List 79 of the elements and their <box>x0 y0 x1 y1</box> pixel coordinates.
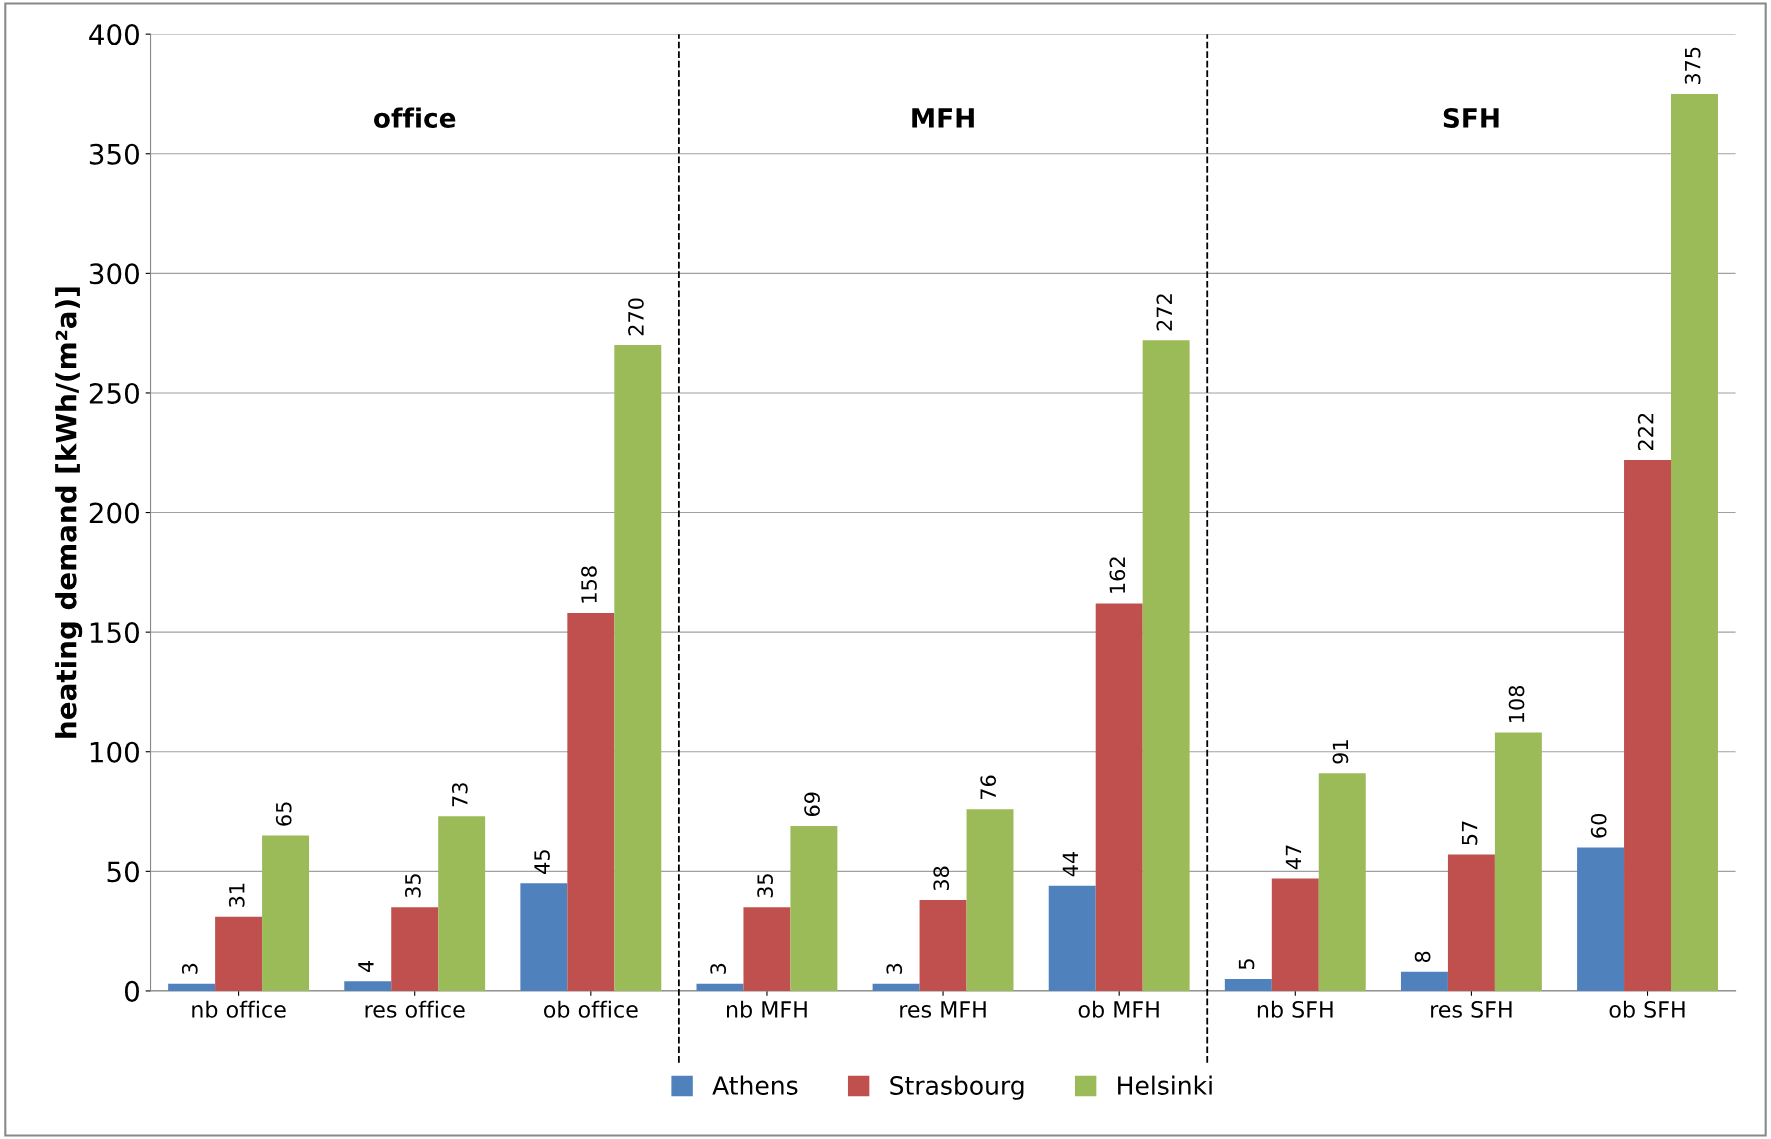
data-label: 60 <box>1590 813 1607 838</box>
legend-label: Helsinki <box>1118 1075 1212 1095</box>
data-label: 3 <box>886 963 903 974</box>
bar <box>966 809 1014 991</box>
x-tick-label: nb MFH <box>727 1000 807 1018</box>
data-label: 8 <box>1414 951 1431 963</box>
data-label: 3 <box>710 963 727 974</box>
data-label: 35 <box>405 874 421 898</box>
data-label: 222 <box>1637 413 1654 451</box>
bar <box>1577 847 1625 991</box>
x-tick-label: nb office <box>192 1000 286 1018</box>
y-tick-label: 400 <box>89 24 139 46</box>
bar <box>1447 854 1495 991</box>
data-label: 4 <box>358 960 374 973</box>
data-label: 375 <box>1684 47 1701 85</box>
data-label: 270 <box>628 298 644 336</box>
data-label: 31 <box>228 883 245 907</box>
bar <box>438 816 486 991</box>
bar <box>1095 603 1143 991</box>
y-tick-label: 0 <box>124 980 139 1002</box>
data-label: 5 <box>1238 959 1255 970</box>
bar <box>614 345 662 991</box>
x-tick-label: res office <box>365 1000 465 1018</box>
x-tick-label: nb SFH <box>1257 1000 1333 1018</box>
bar <box>1142 340 1190 991</box>
bar <box>1271 878 1319 991</box>
y-tick-label: 50 <box>107 861 139 883</box>
bar <box>1048 885 1096 991</box>
data-label: 162 <box>1109 557 1126 593</box>
bar <box>1224 978 1272 991</box>
data-label: 44 <box>1062 852 1078 877</box>
x-tick-label: res MFH <box>900 1001 986 1018</box>
bar <box>743 907 791 991</box>
y-tick-label: 300 <box>89 263 139 285</box>
bar <box>567 613 615 991</box>
legend-label: Strasbourg <box>890 1075 1024 1100</box>
bar <box>872 983 920 991</box>
data-label: 158 <box>581 566 597 603</box>
data-label: 57 <box>1461 821 1478 845</box>
bar <box>215 916 263 991</box>
data-label: 76 <box>980 775 997 800</box>
data-label: 91 <box>1332 740 1349 764</box>
y-tick-label: 100 <box>90 741 139 763</box>
y-tick-label: 150 <box>90 622 139 644</box>
bar <box>1318 773 1366 991</box>
y-tick-label: 200 <box>89 502 139 524</box>
y-axis-title: heating demand [kWh/(m²a)] <box>55 287 83 738</box>
bar <box>344 981 392 991</box>
y-tick-label: 250 <box>89 382 139 404</box>
data-label: 272 <box>1156 294 1172 331</box>
data-label: 45 <box>534 850 550 874</box>
bar <box>520 883 568 991</box>
bar <box>790 825 838 991</box>
x-tick-label: ob MFH <box>1078 1000 1159 1018</box>
bar <box>391 907 439 991</box>
legend-label: Athens <box>712 1075 798 1095</box>
annotation: MFH <box>912 108 974 128</box>
bar <box>1624 459 1671 991</box>
bar <box>1400 971 1448 991</box>
data-label: 65 <box>275 802 292 826</box>
bar <box>696 983 744 991</box>
data-label: 73 <box>451 783 468 807</box>
y-tick-label: 350 <box>89 143 139 165</box>
bar <box>262 835 310 991</box>
annotation: SFH <box>1443 107 1499 128</box>
bar <box>1671 93 1718 991</box>
data-label: 3 <box>181 963 198 974</box>
x-tick-label: res SFH <box>1431 1001 1512 1018</box>
x-tick-label: ob SFH <box>1609 1000 1685 1018</box>
data-label: 35 <box>757 874 773 898</box>
bar <box>919 900 967 991</box>
annotation: office <box>374 107 456 128</box>
x-tick-label: ob office <box>544 1000 638 1018</box>
data-label: 38 <box>933 866 950 891</box>
data-label: 47 <box>1285 845 1302 870</box>
data-label: 108 <box>1508 685 1525 722</box>
data-label: 69 <box>804 792 820 817</box>
bar <box>1494 732 1542 991</box>
bar <box>168 983 216 991</box>
